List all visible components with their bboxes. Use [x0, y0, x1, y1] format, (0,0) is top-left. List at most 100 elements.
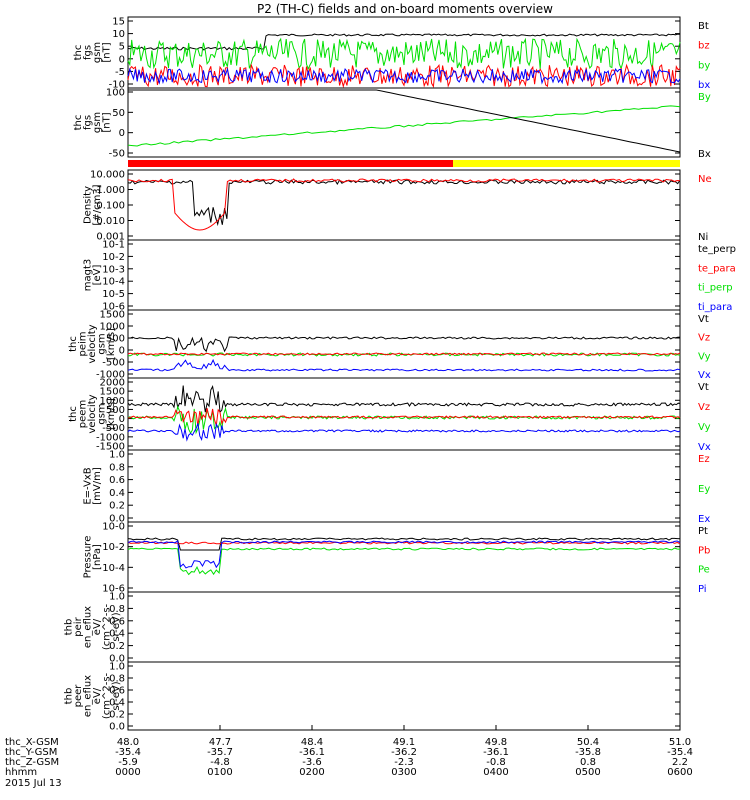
y-axis-label-line: (cm^2-s- — [101, 603, 112, 650]
x-row-label: thc_Y-GSM — [5, 747, 57, 758]
y-axis-label-line: [nPa] — [92, 544, 103, 570]
y-axis-label-line: [km/s] — [106, 398, 117, 430]
x-row-value: -35.8 — [575, 747, 601, 758]
series-Vt — [127, 336, 681, 353]
x-row-value: 0500 — [575, 767, 600, 778]
y-tick-label: 0.2 — [109, 501, 125, 512]
panel-8: 10-0 10-2 10-4 10-6 Pressure[nPa] Pt Pb Pe Pi — [82, 521, 710, 595]
series-Ne — [127, 178, 681, 231]
legend-Bt: Bt — [698, 21, 709, 32]
y-tick-label: 0.001 — [96, 232, 125, 243]
x-row-value: 48.4 — [301, 737, 323, 748]
legend-Bx: Bx — [698, 149, 711, 160]
y-tick-label: 10.000 — [90, 170, 125, 181]
mode-bar — [128, 160, 680, 167]
y-axis-label-line: [#/cm3] — [92, 184, 103, 225]
y-axis-label-line: [eV] — [92, 265, 103, 286]
y-tick-label: 50 — [112, 108, 125, 119]
y-tick-label: 0.2 — [109, 710, 125, 721]
y-axis-label-line: eV/ — [92, 618, 103, 635]
y-axis-label-line: sr-eV) — [111, 681, 122, 710]
y-tick-label: 0 — [119, 128, 125, 139]
y-axis-label-line: thc — [73, 45, 84, 61]
x-row-value: 51.0 — [669, 737, 691, 748]
legend-bz: bz — [698, 41, 710, 52]
y-tick-label: 0.4 — [109, 629, 125, 640]
y-axis-label-line: peir — [73, 616, 84, 636]
legend-Vy: Vy — [698, 422, 711, 433]
y-tick-label: 0.010 — [96, 216, 125, 227]
mode-bar-red — [128, 160, 453, 167]
y-axis-label-line: sr-eV) — [111, 612, 122, 641]
panel-frame — [127, 449, 681, 523]
legend-te_perp: te_perp — [698, 244, 736, 255]
x-row-value: 49.1 — [393, 737, 415, 748]
x-row-value: 0100 — [207, 767, 232, 778]
series-by — [127, 37, 681, 71]
x-row-value: 0200 — [299, 767, 324, 778]
x-row-value: 49.8 — [485, 737, 507, 748]
legend-Vt: Vt — [698, 382, 709, 393]
x-row-value: 0400 — [483, 767, 508, 778]
y-tick-label: 10-4 — [102, 277, 125, 288]
y-tick-label: 1.0 — [109, 450, 125, 461]
x-row-value: 47.7 — [209, 737, 231, 748]
y-tick-label: 0.100 — [96, 201, 125, 212]
x-row-value: 48.0 — [117, 737, 139, 748]
y-tick-label: 10-2 — [102, 542, 125, 553]
legend-ti_para: ti_para — [698, 302, 732, 313]
y-tick-label: 0.0 — [109, 654, 125, 665]
y-tick-label: 1.0 — [109, 592, 125, 603]
legend-Vy: Vy — [698, 351, 711, 362]
y-tick-label: 10-0 — [102, 522, 125, 533]
y-tick-label: 0.8 — [109, 674, 125, 685]
legend-Vz: Vz — [698, 333, 710, 344]
y-tick-label: -500 — [102, 423, 125, 434]
y-axis-label: E=-VxB[mV/m] — [82, 467, 103, 505]
y-tick-label: 0.0 — [109, 514, 125, 525]
x-row-value: -36.1 — [299, 747, 325, 758]
y-axis-label-line: peem — [78, 400, 89, 428]
legend-Pi: Pi — [698, 584, 707, 595]
y-tick-label: 10-3 — [102, 264, 125, 275]
y-axis-label-line: en_eflux — [82, 606, 93, 648]
y-axis-label-line: E=-VxB — [82, 467, 93, 504]
y-tick-label: -1500 — [96, 442, 125, 453]
y-axis-label-line: gsm — [97, 333, 108, 354]
panel-frame — [127, 591, 681, 663]
y-tick-label: 0.6 — [109, 616, 125, 627]
y-axis-label-line: thb — [63, 619, 74, 636]
y-tick-label: 10 — [112, 29, 125, 40]
series-Pb — [127, 541, 681, 545]
legend-Ex: Ex — [698, 514, 710, 525]
y-tick-label: 0.4 — [109, 698, 125, 709]
y-tick-label: 100 — [106, 88, 125, 99]
y-axis-label: magt3[eV] — [82, 259, 103, 292]
y-tick-label: 0 — [119, 346, 125, 357]
legend-Ni: Ni — [698, 232, 708, 243]
x-row-value: -35.4 — [115, 747, 141, 758]
y-tick-label: 0.4 — [109, 488, 125, 499]
y-axis-label-line: velocity — [87, 394, 98, 433]
y-tick-label: 10-2 — [102, 252, 125, 263]
y-axis-label-line: [nT] — [101, 42, 112, 62]
y-tick-label: 0.8 — [109, 462, 125, 473]
x-row-label: thc_Z-GSM — [5, 757, 59, 768]
panel-frame — [127, 16, 681, 89]
series-bz — [127, 63, 681, 89]
x-row-value: -35.7 — [207, 747, 233, 758]
y-axis-label-line: [nT] — [101, 112, 112, 132]
y-axis-label-line: velocity — [87, 324, 98, 363]
y-axis-label-line: fgs — [82, 115, 93, 130]
x-row-value: -5.9 — [118, 757, 138, 768]
series-Vt — [127, 384, 681, 414]
y-tick-label: 1000 — [100, 396, 125, 407]
mode-bar-yellow — [453, 160, 680, 167]
y-axis-label-line: eV/ — [92, 687, 103, 704]
series-bx — [127, 67, 681, 85]
